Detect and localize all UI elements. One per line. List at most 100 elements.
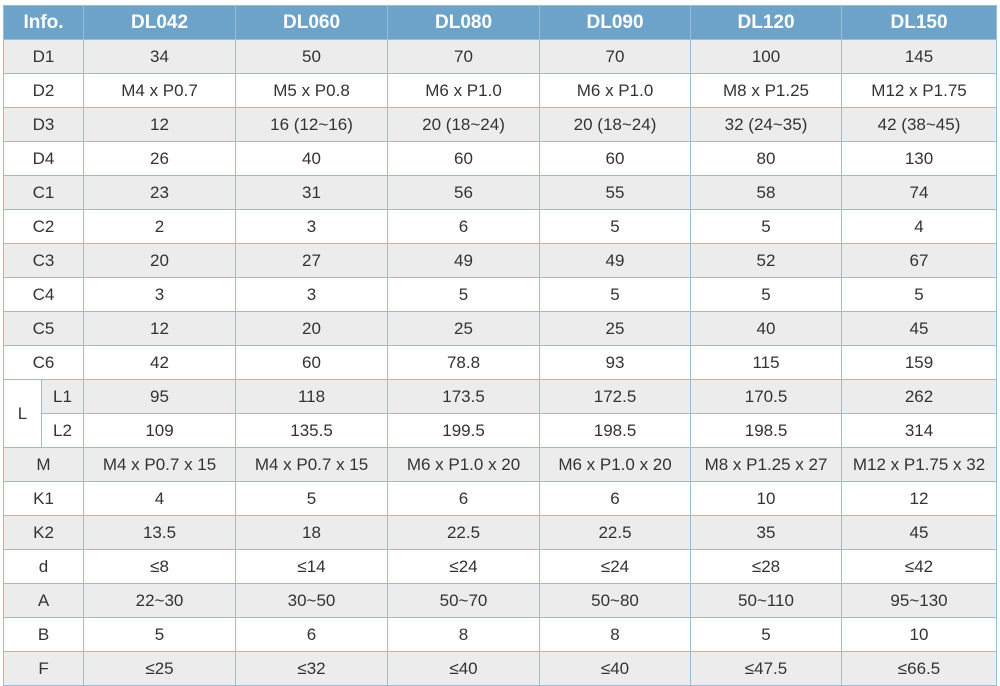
table-cell: 60 [235, 345, 389, 380]
table-row: C6 42 60 78.8 93 115 159 [2, 345, 998, 380]
row-label: F [2, 651, 85, 686]
table-cell: 40 [235, 141, 389, 176]
table-cell: 5 [841, 277, 998, 312]
table-cell: 42 [83, 345, 237, 380]
table-cell: 52 [690, 243, 843, 278]
table-cell: ≤8 [83, 549, 237, 584]
table-row: K2 13.5 18 22.5 22.5 35 45 [2, 515, 998, 550]
row-label: D3 [2, 107, 85, 142]
table-cell: 5 [539, 209, 692, 244]
table-cell: M4 x P0.7 x 15 [83, 447, 237, 482]
table-cell: 60 [387, 141, 541, 176]
table-cell: 100 [690, 39, 843, 74]
table-row: C5 12 20 25 25 40 45 [2, 311, 998, 346]
table-cell: M6 x P1.0 x 20 [539, 447, 692, 482]
table-cell: 12 [83, 107, 237, 142]
table-cell: 16 (12~16) [235, 107, 389, 142]
row-label: C2 [2, 209, 85, 244]
row-label: B [2, 617, 85, 652]
table-cell: ≤40 [539, 651, 692, 686]
table-row: L2 109 135.5 199.5 198.5 198.5 314 [4, 413, 998, 448]
table-cell: 10 [690, 481, 843, 516]
table-cell: ≤24 [387, 549, 541, 584]
row-label: K2 [2, 515, 85, 550]
row-label: L2 [40, 413, 85, 448]
table-cell: 20 [235, 311, 389, 346]
table-cell: 95 [83, 379, 237, 414]
table-cell: ≤24 [539, 549, 692, 584]
table-cell: 30~50 [235, 583, 389, 618]
table-cell: 27 [235, 243, 389, 278]
table-cell: 5 [690, 209, 843, 244]
table-cell: M4 x P0.7 x 15 [235, 447, 389, 482]
table-cell: 25 [387, 311, 541, 346]
row-label: C3 [2, 243, 85, 278]
table-cell: M6 x P1.0 [387, 73, 541, 108]
table-cell: 22~30 [83, 583, 237, 618]
table-cell: 80 [690, 141, 843, 176]
table-cell: ≤40 [387, 651, 541, 686]
table-cell: 42 (38~45) [841, 107, 998, 142]
table-cell: 5 [235, 481, 389, 516]
table-cell: 67 [841, 243, 998, 278]
table-cell: 8 [387, 617, 541, 652]
table-cell: 56 [387, 175, 541, 210]
table-cell: 145 [841, 39, 998, 74]
table-cell: 198.5 [539, 413, 692, 448]
table-cell: 135.5 [235, 413, 389, 448]
table-cell: 45 [841, 515, 998, 550]
table-cell: 5 [387, 277, 541, 312]
table-cell: 26 [83, 141, 237, 176]
table-cell: 109 [83, 413, 237, 448]
table-cell: 50~80 [539, 583, 692, 618]
table-cell: 314 [841, 413, 998, 448]
table-cell: 10 [841, 617, 998, 652]
table-cell: 31 [235, 175, 389, 210]
table-cell: M6 x P1.0 x 20 [387, 447, 541, 482]
row-label: D4 [2, 141, 85, 176]
table-cell: 23 [83, 175, 237, 210]
table-cell: 118 [235, 379, 389, 414]
row-label: L1 [40, 379, 85, 414]
table-cell: 6 [387, 481, 541, 516]
row-label: C6 [2, 345, 85, 380]
table-cell: M12 x P1.75 [841, 73, 998, 108]
table-cell: 45 [841, 311, 998, 346]
table-cell: 34 [83, 39, 237, 74]
table-cell: 50 [235, 39, 389, 74]
table-cell: M8 x P1.25 [690, 73, 843, 108]
model-header: DL080 [387, 5, 541, 40]
table-cell: ≤47.5 [690, 651, 843, 686]
table-cell: 5 [690, 277, 843, 312]
table-cell: 70 [539, 39, 692, 74]
table-cell: ≤42 [841, 549, 998, 584]
table-cell: 18 [235, 515, 389, 550]
table-cell: 22.5 [387, 515, 541, 550]
row-label: A [2, 583, 85, 618]
row-label: D1 [2, 39, 85, 74]
table-cell: ≤25 [83, 651, 237, 686]
table-cell: 55 [539, 175, 692, 210]
table-cell: 40 [690, 311, 843, 346]
table-body: D1 34 50 70 70 100 145 D2 M4 x P0.7 M5 x P0.8 M6 x… [2, 39, 998, 686]
header-corner: Info. [2, 5, 85, 40]
table-cell: ≤28 [690, 549, 843, 584]
table-row: D1 34 50 70 70 100 145 [2, 39, 998, 74]
table-cell: 4 [83, 481, 237, 516]
row-label: d [2, 549, 85, 584]
header-row: Info. DL042 DL060 DL080 DL090 DL120 DL15… [2, 5, 998, 40]
table-cell: 95~130 [841, 583, 998, 618]
table-cell: 20 (18~24) [387, 107, 541, 142]
table-cell: 60 [539, 141, 692, 176]
table-cell: 12 [841, 481, 998, 516]
table-cell: 2 [83, 209, 237, 244]
table-cell: 173.5 [387, 379, 541, 414]
table-row: D2 M4 x P0.7 M5 x P0.8 M6 x P1.0 M6 x P1.0 M8… [2, 73, 998, 108]
row-group-label: L [3, 379, 42, 448]
row-label: C4 [2, 277, 85, 312]
table-cell: 170.5 [690, 379, 843, 414]
table-cell: 159 [841, 345, 998, 380]
spec-table: Info. DL042 DL060 DL080 DL090 DL120 DL15… [2, 5, 998, 686]
table-row: C1 23 31 56 55 58 74 [2, 175, 998, 210]
table-cell: 49 [539, 243, 692, 278]
